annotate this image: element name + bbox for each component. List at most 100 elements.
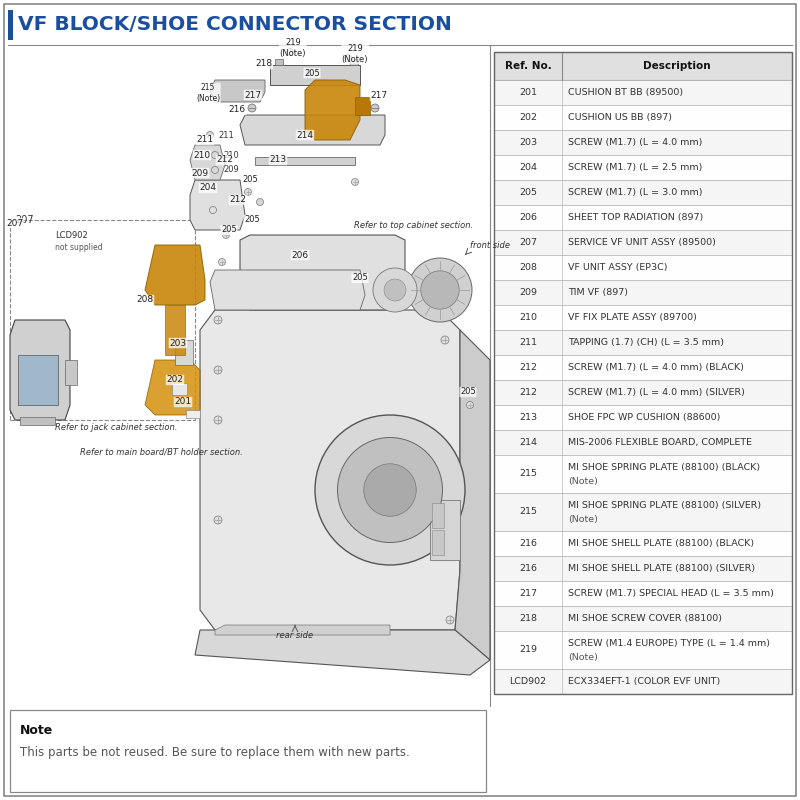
Bar xyxy=(494,52,792,80)
Circle shape xyxy=(364,464,416,516)
Text: not supplied: not supplied xyxy=(55,243,102,252)
Circle shape xyxy=(211,151,218,158)
Polygon shape xyxy=(200,310,460,630)
Circle shape xyxy=(257,198,263,206)
Text: 215: 215 xyxy=(519,470,537,478)
Circle shape xyxy=(315,415,465,565)
Bar xyxy=(65,360,77,385)
Circle shape xyxy=(206,131,214,138)
Polygon shape xyxy=(145,245,205,305)
Bar xyxy=(494,180,792,205)
Text: CUSHION BT BB (89500): CUSHION BT BB (89500) xyxy=(568,88,683,97)
Text: 202: 202 xyxy=(166,375,183,385)
Circle shape xyxy=(421,270,459,309)
Circle shape xyxy=(237,197,243,203)
Text: CUSHION US BB (897): CUSHION US BB (897) xyxy=(568,113,672,122)
Text: 212: 212 xyxy=(230,195,246,205)
Text: SERVICE VF UNIT ASSY (89500): SERVICE VF UNIT ASSY (89500) xyxy=(568,238,716,247)
Bar xyxy=(10,710,486,792)
Bar xyxy=(494,430,792,455)
Text: 217: 217 xyxy=(245,90,262,99)
Text: 218: 218 xyxy=(255,59,273,69)
Text: 215: 215 xyxy=(519,507,537,517)
Text: 201: 201 xyxy=(174,398,191,406)
Text: 210: 210 xyxy=(519,313,537,322)
Bar xyxy=(494,355,792,380)
Text: 205: 205 xyxy=(460,387,476,397)
Text: 206: 206 xyxy=(519,213,537,222)
Bar xyxy=(494,255,792,280)
Text: 208: 208 xyxy=(519,263,537,272)
Text: MI SHOE SHELL PLATE (88100) (SILVER): MI SHOE SHELL PLATE (88100) (SILVER) xyxy=(568,564,755,573)
Text: front side: front side xyxy=(470,241,510,250)
Bar xyxy=(494,80,792,105)
Text: 218: 218 xyxy=(519,614,537,623)
Polygon shape xyxy=(240,235,405,310)
Text: 219: 219 xyxy=(519,646,537,654)
Text: 210: 210 xyxy=(223,150,238,159)
Bar xyxy=(18,355,58,405)
Bar xyxy=(494,380,792,405)
Text: 212: 212 xyxy=(217,155,234,165)
Text: 203: 203 xyxy=(170,338,186,347)
Text: 201: 201 xyxy=(519,88,537,97)
Bar xyxy=(355,97,370,115)
Polygon shape xyxy=(305,80,360,140)
Text: 216: 216 xyxy=(229,106,246,114)
Circle shape xyxy=(345,54,351,62)
Circle shape xyxy=(441,336,449,344)
Text: Refer to main board/BT holder section.: Refer to main board/BT holder section. xyxy=(80,447,242,457)
Text: 202: 202 xyxy=(519,113,537,122)
Bar xyxy=(494,606,792,631)
Text: 207: 207 xyxy=(519,238,537,247)
Text: VF BLOCK/SHOE CONNECTOR SECTION: VF BLOCK/SHOE CONNECTOR SECTION xyxy=(18,15,452,34)
Text: 209: 209 xyxy=(519,288,537,297)
Text: SCREW (M1.7) (L = 4.0 mm): SCREW (M1.7) (L = 4.0 mm) xyxy=(568,138,702,147)
Bar xyxy=(270,65,360,85)
Text: 207: 207 xyxy=(15,215,34,225)
Text: 216: 216 xyxy=(519,539,537,548)
Circle shape xyxy=(211,166,218,174)
Text: (Note): (Note) xyxy=(568,515,598,524)
Text: LCD902: LCD902 xyxy=(55,231,88,240)
Polygon shape xyxy=(210,270,365,310)
Text: VF FIX PLATE ASSY (89700): VF FIX PLATE ASSY (89700) xyxy=(568,313,697,322)
Bar xyxy=(494,205,792,230)
Bar xyxy=(255,157,355,165)
Text: SHEET TOP RADIATION (897): SHEET TOP RADIATION (897) xyxy=(568,213,703,222)
Text: 205: 205 xyxy=(244,215,260,225)
Bar xyxy=(494,493,792,531)
Circle shape xyxy=(384,279,406,301)
Text: 205: 205 xyxy=(519,188,537,197)
Text: Refer to jack cabinet section.: Refer to jack cabinet section. xyxy=(55,423,178,433)
Bar xyxy=(494,556,792,581)
Polygon shape xyxy=(10,320,70,420)
Circle shape xyxy=(218,258,226,266)
Bar xyxy=(172,383,187,395)
Text: MI SHOE SPRING PLATE (88100) (BLACK): MI SHOE SPRING PLATE (88100) (BLACK) xyxy=(568,462,760,472)
Circle shape xyxy=(446,616,454,624)
Text: MI SHOE SPRING PLATE (88100) (SILVER): MI SHOE SPRING PLATE (88100) (SILVER) xyxy=(568,501,761,510)
Bar xyxy=(430,500,460,560)
Text: Refer to top cabinet section.: Refer to top cabinet section. xyxy=(354,221,473,230)
Polygon shape xyxy=(165,305,185,355)
Bar xyxy=(8,10,13,40)
Bar xyxy=(494,531,792,556)
Circle shape xyxy=(214,416,222,424)
Circle shape xyxy=(351,178,358,186)
Circle shape xyxy=(214,316,222,324)
Text: MI SHOE SHELL PLATE (88100) (BLACK): MI SHOE SHELL PLATE (88100) (BLACK) xyxy=(568,539,754,548)
Circle shape xyxy=(286,49,294,55)
Bar xyxy=(275,59,283,65)
Text: 203: 203 xyxy=(519,138,537,147)
Polygon shape xyxy=(190,145,225,180)
Text: 204: 204 xyxy=(519,163,537,172)
Bar xyxy=(20,417,55,425)
Text: 205: 205 xyxy=(304,69,320,78)
Circle shape xyxy=(214,516,222,524)
Text: (Note): (Note) xyxy=(568,653,598,662)
Text: SCREW (M1.7) (L = 4.0 mm) (BLACK): SCREW (M1.7) (L = 4.0 mm) (BLACK) xyxy=(568,363,744,372)
Text: LCD902: LCD902 xyxy=(510,677,546,686)
Text: 208: 208 xyxy=(137,295,154,305)
Polygon shape xyxy=(145,360,200,415)
